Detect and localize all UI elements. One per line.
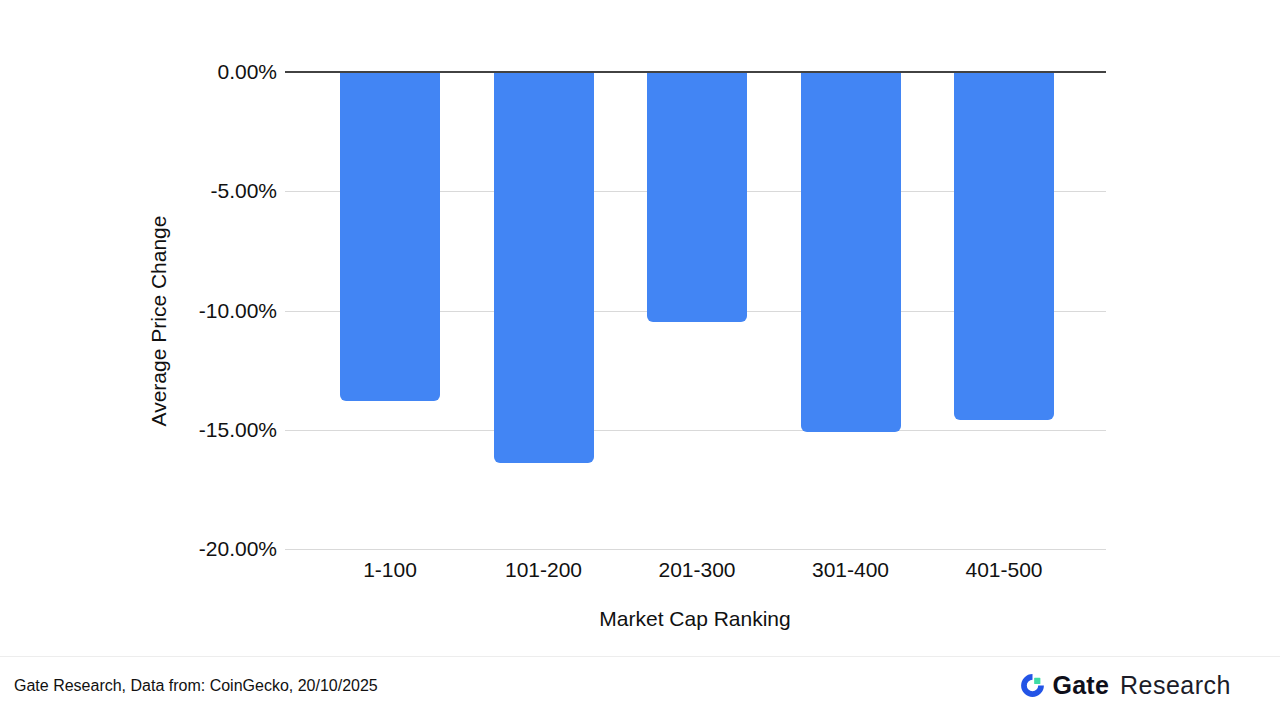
bar-1-100[interactable] <box>340 72 440 401</box>
brand-name-gate: Gate <box>1053 671 1109 700</box>
bar-101-200[interactable] <box>494 72 594 463</box>
x-tick-label-201-300: 201-300 <box>617 557 777 583</box>
plot-area <box>285 72 1106 549</box>
x-tick-label-101-200: 101-200 <box>464 557 624 583</box>
gate-research-logo: Gate Research <box>1018 671 1231 700</box>
y-tick-label: -5.00% <box>0 178 277 204</box>
x-tick-label-301-400: 301-400 <box>771 557 931 583</box>
x-tick-label-401-500: 401-500 <box>924 557 1084 583</box>
gate-logo-icon <box>1018 671 1047 700</box>
brand-name-research: Research <box>1120 671 1231 700</box>
x-axis-title: Market Cap Ranking <box>445 607 945 631</box>
y-tick-label: -20.00% <box>0 536 277 562</box>
zero-baseline <box>285 71 1106 73</box>
source-attribution: Gate Research, Data from: CoinGecko, 20/… <box>14 677 378 695</box>
y-tick-label: -10.00% <box>0 298 277 324</box>
chart-page: Average Price Change 0.00%-5.00%-10.00%-… <box>0 0 1280 724</box>
gridline <box>285 549 1106 550</box>
bar-401-500[interactable] <box>954 72 1054 420</box>
x-tick-label-1-100: 1-100 <box>310 557 470 583</box>
y-tick-label: -15.00% <box>0 417 277 443</box>
y-tick-label: 0.00% <box>0 59 277 85</box>
bar-201-300[interactable] <box>647 72 747 322</box>
bar-301-400[interactable] <box>801 72 901 432</box>
gridline <box>285 430 1106 431</box>
footer: Gate Research, Data from: CoinGecko, 20/… <box>0 656 1280 724</box>
